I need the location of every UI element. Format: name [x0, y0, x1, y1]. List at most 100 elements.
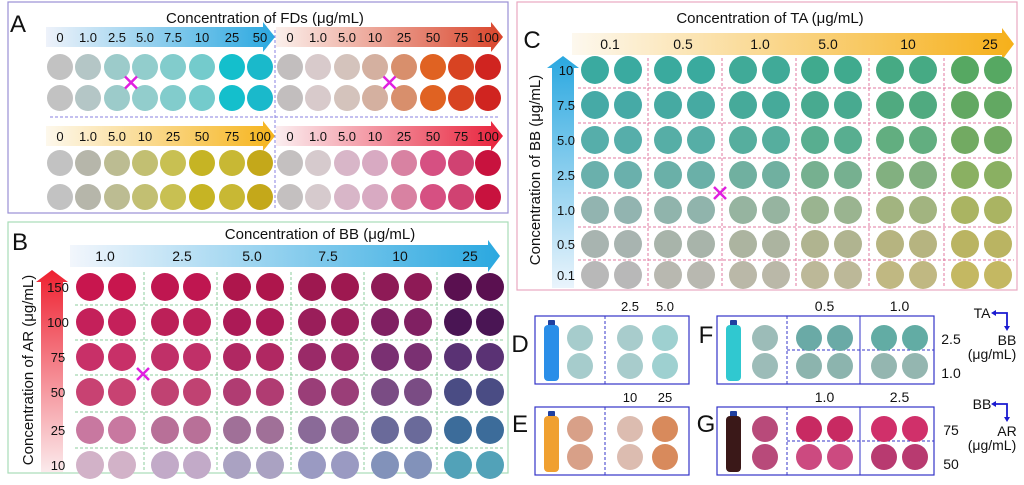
sensor-spot — [391, 85, 417, 111]
sensor-spot — [984, 261, 1012, 289]
sensor-spot — [298, 308, 326, 336]
panel-b-letter: B — [12, 229, 28, 256]
sensor-spot — [581, 261, 609, 289]
sensor-spot — [223, 451, 251, 479]
sensor-spot — [902, 325, 928, 351]
sensor-spot — [305, 54, 331, 80]
panel-c-y-title: Concentration of BB (μg/mL) — [527, 75, 544, 265]
sensor-spot — [902, 444, 928, 470]
sensor-spot — [277, 54, 303, 80]
sensor-spot — [652, 416, 678, 442]
sensor-spot — [687, 126, 715, 154]
sensor-spot — [256, 378, 284, 406]
concentration-label: 1.0 — [890, 298, 910, 314]
concentration-label: 1.0 — [79, 129, 97, 144]
gradient-arrow — [276, 22, 503, 52]
sensor-spot — [334, 85, 360, 111]
sensor-spot — [827, 444, 853, 470]
concentration-label: 1.0 — [309, 129, 327, 144]
concentration-label: 0 — [56, 30, 63, 45]
sensor-spot — [652, 325, 678, 351]
sensor-spot — [876, 230, 904, 258]
panel-g-letter: G — [697, 411, 716, 438]
sensor-spot — [104, 150, 130, 176]
bb-concentration-label: 2.5 — [621, 299, 639, 314]
sensor-spot — [420, 184, 446, 210]
gradient-arrow — [572, 28, 1014, 60]
axis-arrow-icon — [996, 403, 1008, 418]
concentration-label: 10 — [368, 30, 382, 45]
panel-f-frame — [716, 315, 935, 385]
sensor-spot — [614, 161, 642, 189]
sensor-spot — [614, 56, 642, 84]
sensor-spot — [331, 343, 359, 371]
bb-concentration-label: 0.5 — [557, 237, 575, 252]
sensor-spot — [729, 261, 757, 289]
sensor-spot — [76, 451, 104, 479]
panel-c-title: Concentration of TA (μg/mL) — [676, 10, 863, 27]
sensor-spot — [404, 451, 432, 479]
panel-g-frame — [716, 406, 935, 476]
sensor-spot — [834, 161, 862, 189]
concentration-label: 5.0 — [136, 30, 154, 45]
sensor-spot — [827, 325, 853, 351]
sensor-spot — [729, 91, 757, 119]
cross-marker-icon — [382, 75, 397, 90]
concentration-label: 5.0 — [338, 129, 356, 144]
sensor-spot — [654, 196, 682, 224]
sensor-spot — [334, 54, 360, 80]
sensor-spot — [108, 343, 136, 371]
sensor-spot — [404, 378, 432, 406]
sensor-spot — [614, 230, 642, 258]
sensor-spot — [404, 273, 432, 301]
sensor-spot — [762, 56, 790, 84]
sensor-spot — [391, 184, 417, 210]
sensor-spot — [687, 91, 715, 119]
panel-d-letter: D — [511, 331, 528, 358]
sensor-spot — [801, 261, 829, 289]
row-concentration-label: 1.0 — [941, 365, 961, 381]
sensor-spot — [687, 196, 715, 224]
sensor-spot — [305, 184, 331, 210]
sensor-spot — [219, 150, 245, 176]
sensor-spot — [617, 353, 643, 379]
sensor-spot — [448, 184, 474, 210]
sensor-spot — [371, 378, 399, 406]
sensor-spot — [76, 273, 104, 301]
sensor-spot — [729, 196, 757, 224]
sensor-spot — [476, 451, 504, 479]
sensor-spot — [298, 416, 326, 444]
sensor-spot — [752, 325, 778, 351]
sensor-spot — [448, 85, 474, 111]
sensor-spot — [834, 126, 862, 154]
sensor-spot — [581, 196, 609, 224]
sensor-spot — [219, 85, 245, 111]
sensor-spot — [160, 54, 186, 80]
sensor-spot — [223, 273, 251, 301]
sensor-spot — [75, 85, 101, 111]
row-concentration-label: 50 — [943, 456, 959, 472]
sensor-spot — [654, 56, 682, 84]
sensor-spot — [871, 325, 897, 351]
sensor-spot — [404, 308, 432, 336]
sensor-spot — [567, 416, 593, 442]
sensor-spot — [652, 353, 678, 379]
bb-concentration-label: 10 — [392, 248, 408, 264]
sensor-spot — [183, 308, 211, 336]
sensor-spot — [729, 230, 757, 258]
sensor-spot — [305, 85, 331, 111]
sensor-spot — [876, 161, 904, 189]
sensor-spot — [909, 230, 937, 258]
sensor-spot — [76, 416, 104, 444]
sensor-spot — [277, 85, 303, 111]
gradient-arrow — [46, 22, 275, 52]
sensor-spot — [752, 353, 778, 379]
axis-y-label: BB — [998, 332, 1017, 348]
sensor-spot — [951, 230, 979, 258]
sensor-spot — [834, 230, 862, 258]
panel-b-title: Concentration of BB (μg/mL) — [225, 226, 415, 243]
sensor-spot — [223, 416, 251, 444]
bb-concentration-label: 2.5 — [172, 248, 192, 264]
sensor-spot — [687, 261, 715, 289]
